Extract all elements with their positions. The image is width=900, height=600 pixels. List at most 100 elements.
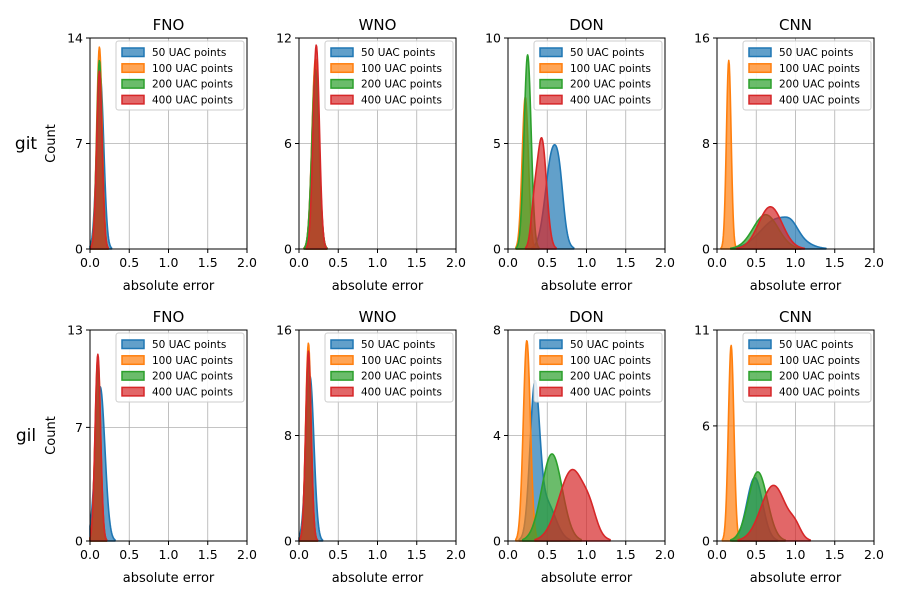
y-axis-label: Count	[44, 124, 59, 163]
series-area-4	[735, 206, 806, 250]
legend-label: 100 UAC points	[570, 355, 651, 367]
x-tick-label: 1.0	[577, 547, 597, 562]
y-tick-label: 0	[75, 242, 83, 257]
legend-swatch	[539, 355, 563, 366]
legend-label: 200 UAC points	[361, 371, 442, 383]
x-tick-label: 2.0	[446, 255, 466, 270]
legend-swatch	[330, 63, 354, 74]
x-axis-label: absolute error	[541, 571, 633, 586]
legend-label: 100 UAC points	[152, 63, 233, 75]
row-label-git: git	[15, 134, 38, 154]
legend-swatch	[121, 370, 145, 381]
legend-label: 200 UAC points	[779, 371, 860, 383]
x-tick-label: 2.0	[864, 255, 884, 270]
y-axis-label: Count	[44, 416, 59, 455]
y-tick-label: 12	[276, 31, 292, 46]
legend-label: 50 UAC points	[152, 47, 226, 59]
legend-box	[115, 40, 245, 111]
x-tick-label: 1.5	[198, 255, 218, 270]
legend-label: 400 UAC points	[152, 386, 233, 398]
legend-label: 200 UAC points	[779, 79, 860, 91]
legend-label: 200 UAC points	[570, 371, 651, 383]
legend: 50 UAC points 100 UAC points 200 UAC point…	[533, 332, 663, 403]
legend-box	[533, 332, 663, 403]
legend-label: 50 UAC points	[570, 339, 644, 351]
legend-label: 400 UAC points	[570, 386, 651, 398]
legend-swatch	[539, 78, 563, 89]
legend-swatch	[121, 339, 145, 350]
x-tick-label: 1.5	[825, 547, 845, 562]
legend-label: 100 UAC points	[779, 63, 860, 75]
legend-swatch	[748, 94, 772, 105]
legend-label: 400 UAC points	[570, 94, 651, 106]
series-area-4	[524, 136, 557, 250]
legend-swatch	[121, 47, 145, 58]
x-axis-label: absolute error	[541, 279, 633, 294]
panel-title: WNO	[359, 308, 397, 326]
x-tick-label: 1.5	[198, 547, 218, 562]
x-tick-label: 1.5	[825, 255, 845, 270]
x-tick-label: 0.0	[498, 255, 518, 270]
series-area-4	[737, 484, 812, 542]
panel-git-don: 0.0 0.5 1.0 1.5 2.0 0 5 10 DON absolute error 50 U…	[485, 16, 675, 294]
x-tick-label: 1.0	[368, 255, 388, 270]
legend-swatch	[330, 355, 354, 366]
y-tick-label: 0	[702, 242, 710, 257]
legend: 50 UAC points 100 UAC points 200 UAC point…	[115, 40, 245, 111]
y-tick-label: 7	[75, 420, 83, 435]
y-tick-label: 8	[702, 136, 710, 151]
x-axis-label: absolute error	[332, 571, 424, 586]
legend-swatch	[748, 78, 772, 89]
legend-label: 200 UAC points	[152, 371, 233, 383]
y-tick-label: 0	[284, 534, 292, 549]
legend-swatch	[748, 339, 772, 350]
panel-title: DON	[569, 16, 604, 34]
legend-swatch	[539, 94, 563, 105]
legend: 50 UAC points 100 UAC points 200 UAC point…	[533, 40, 663, 111]
panel-git-fno: 0.0 0.5 1.0 1.5 2.0 0 7 14 FNO absolute error Coun…	[44, 16, 257, 294]
y-tick-label: 6	[284, 136, 292, 151]
panel-title: WNO	[359, 16, 397, 34]
y-tick-label: 0	[493, 242, 501, 257]
series-area-4	[534, 468, 611, 542]
x-axis-label: absolute error	[332, 279, 424, 294]
legend: 50 UAC points 100 UAC points 200 UAC point…	[324, 332, 454, 403]
y-tick-label: 8	[493, 323, 501, 338]
y-tick-label: 16	[276, 323, 292, 338]
x-tick-label: 0.5	[746, 547, 766, 562]
x-tick-label: 0.5	[537, 255, 557, 270]
legend-box	[742, 40, 872, 111]
legend-label: 400 UAC points	[361, 94, 442, 106]
panel-gil-cnn: 0.0 0.5 1.0 1.5 2.0 0 6 11 CNN absolute error 50 U…	[694, 308, 884, 586]
legend-label: 50 UAC points	[779, 339, 853, 351]
x-tick-label: 0.0	[289, 547, 309, 562]
panel-title: CNN	[779, 16, 812, 34]
legend-box	[324, 40, 454, 111]
legend-box	[324, 332, 454, 403]
series-area-4	[89, 70, 109, 250]
x-tick-label: 1.0	[368, 547, 388, 562]
panels: 0.0 0.5 1.0 1.5 2.0 0 7 14 FNO absolute error Coun…	[44, 16, 884, 586]
legend-label: 50 UAC points	[779, 47, 853, 59]
panel-gil-don: 0.0 0.5 1.0 1.5 2.0 0 4 8 DON absolute error 50 UA…	[493, 308, 675, 586]
legend: 50 UAC points 100 UAC points 200 UAC point…	[742, 332, 872, 403]
legend-swatch	[748, 370, 772, 381]
x-axis-label: absolute error	[123, 279, 215, 294]
legend-label: 100 UAC points	[152, 355, 233, 367]
x-tick-label: 1.5	[407, 547, 427, 562]
x-tick-label: 0.0	[707, 255, 727, 270]
legend-label: 100 UAC points	[361, 355, 442, 367]
y-tick-label: 0	[75, 534, 83, 549]
legend-swatch	[330, 339, 354, 350]
legend: 50 UAC points 100 UAC points 200 UAC point…	[115, 332, 245, 403]
series-area-2	[720, 59, 738, 250]
legend-label: 100 UAC points	[361, 63, 442, 75]
panel-gil-wno: 0.0 0.5 1.0 1.5 2.0 0 8 16 WNO absolute error 50 U…	[276, 308, 466, 586]
y-tick-label: 6	[702, 418, 710, 433]
x-axis-label: absolute error	[750, 279, 842, 294]
x-tick-label: 0.0	[707, 547, 727, 562]
x-tick-label: 1.5	[616, 547, 636, 562]
y-tick-label: 14	[67, 31, 83, 46]
x-tick-label: 0.0	[289, 255, 309, 270]
